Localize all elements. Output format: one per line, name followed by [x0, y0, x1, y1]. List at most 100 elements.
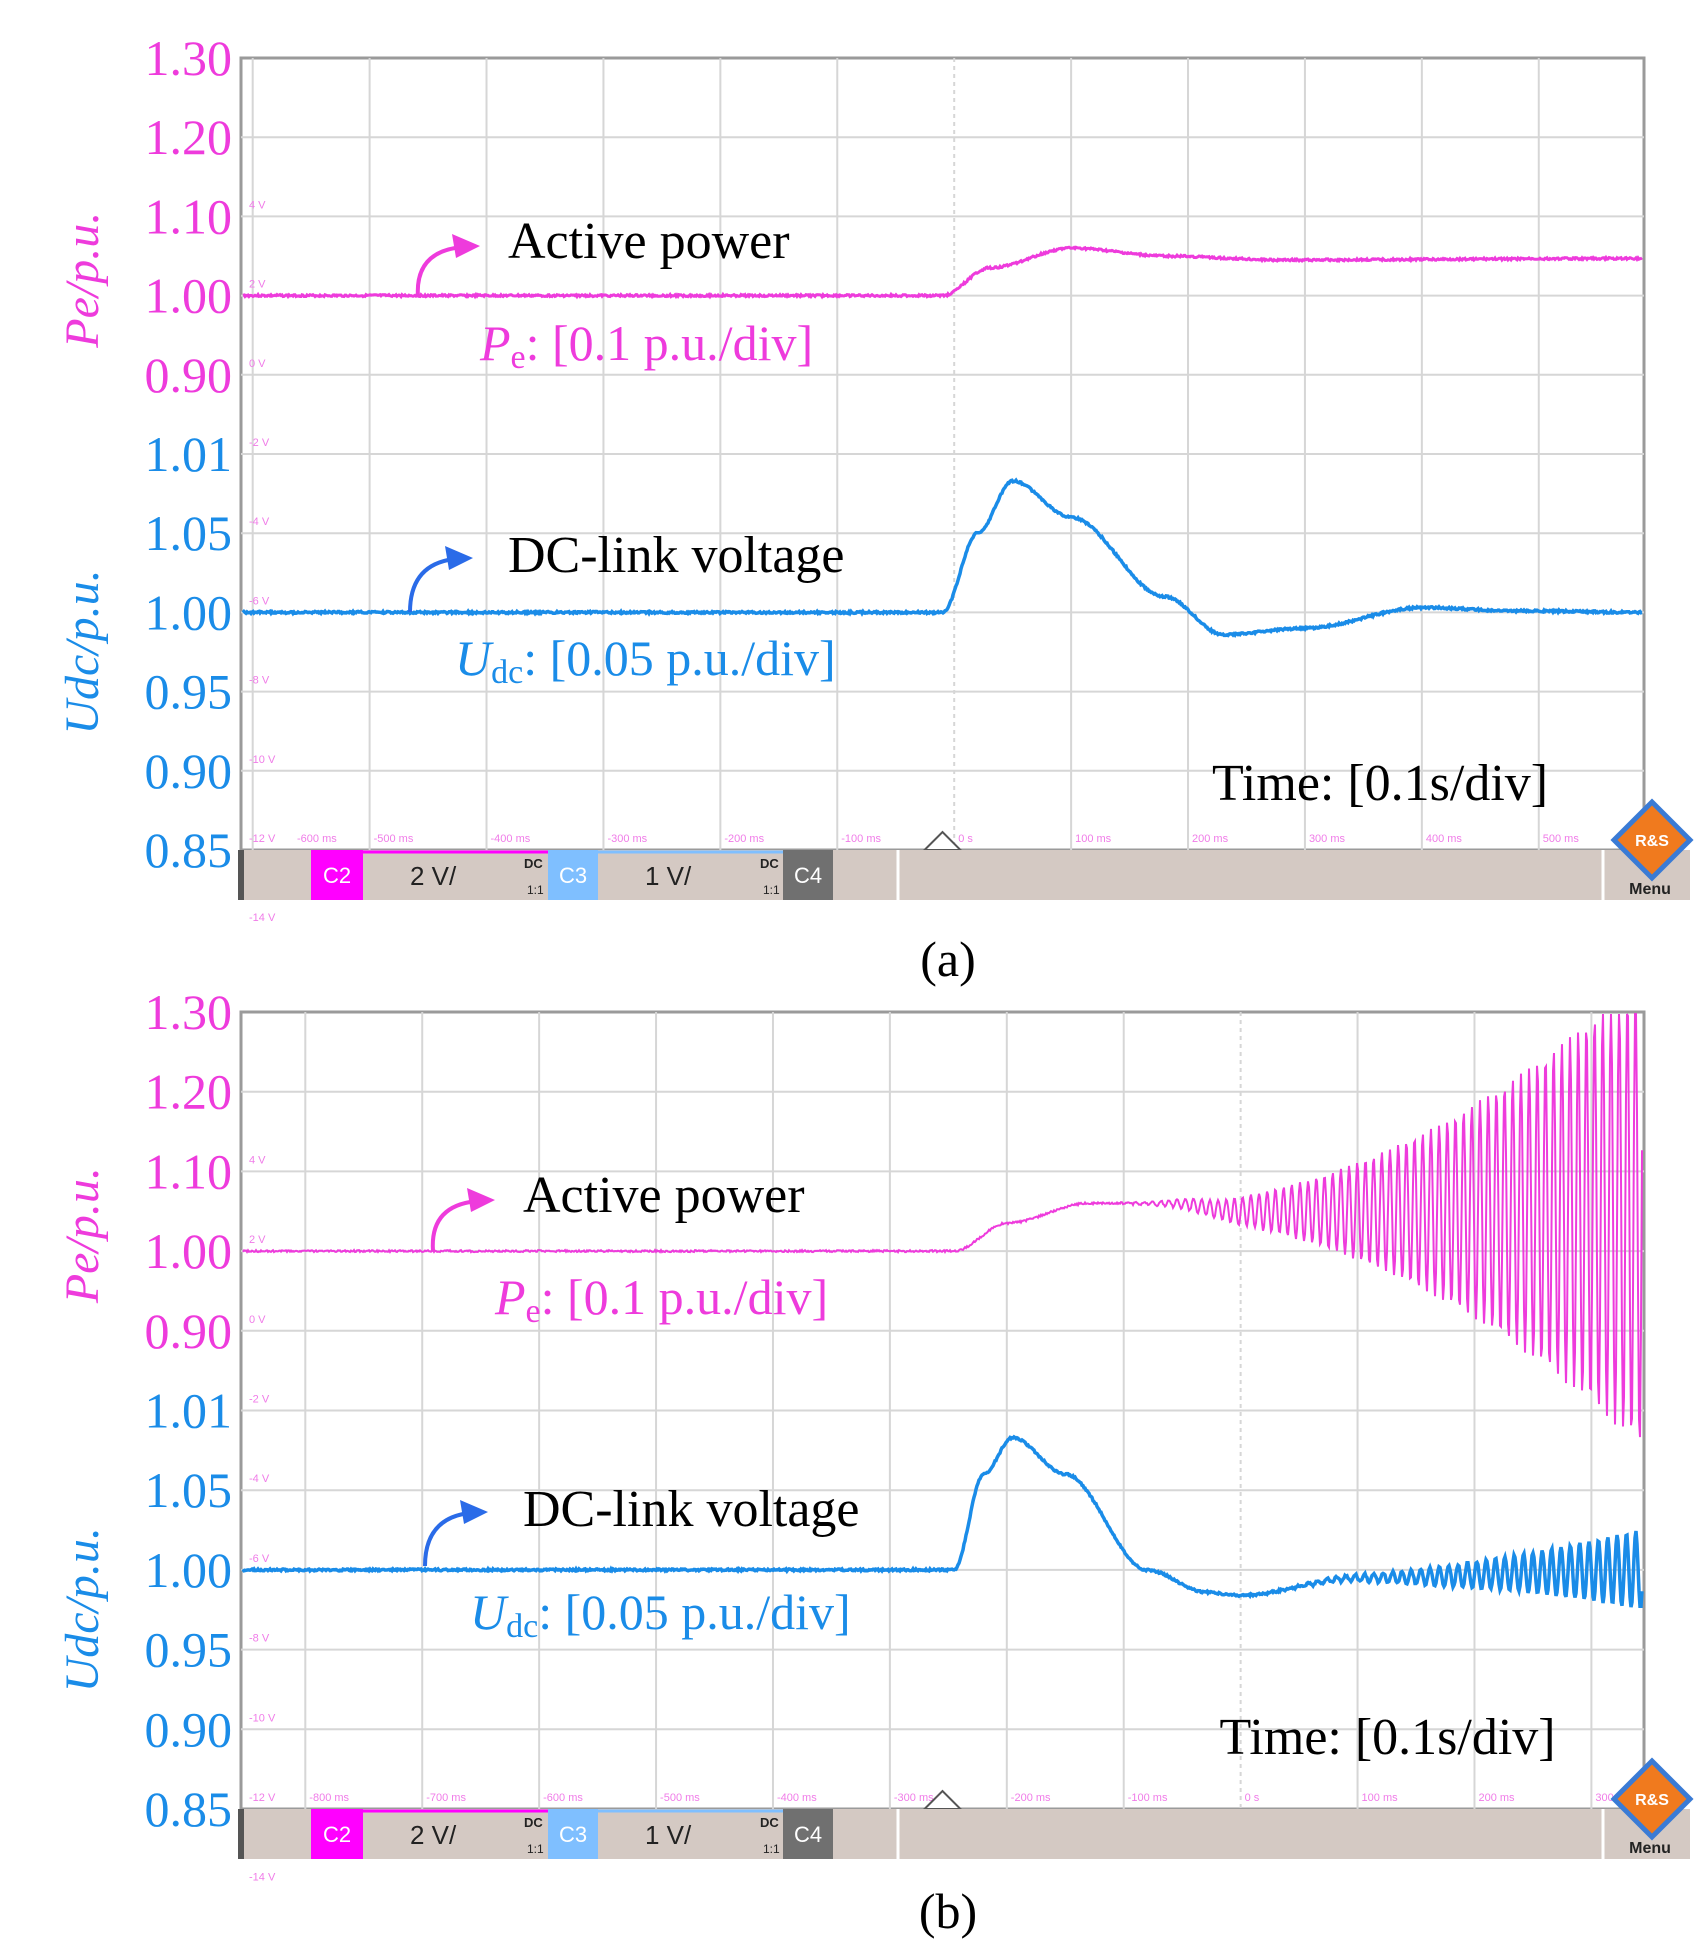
c3-scale: 1 V/ [645, 1820, 692, 1850]
menu-button[interactable]: Menu [1629, 1840, 1671, 1857]
volt-label: -4 V [249, 516, 270, 528]
udc-arrow-icon [423, 1512, 464, 1567]
udc-tick-label: 1.01 [145, 1383, 233, 1439]
time-tick-label: 0 s [1245, 1792, 1260, 1804]
udc-axis-title: Udc/p.u. [56, 569, 109, 734]
udc-tick-label: 1.05 [145, 1462, 233, 1518]
udc-scale-label: Udc: [0.05 p.u./div] [470, 1584, 851, 1645]
udc-scale-sub: dc [491, 654, 523, 691]
udc-tick-label: 0.95 [145, 1622, 233, 1678]
channel-c2-label: C2 [323, 863, 351, 888]
pe-tick-label: 1.10 [145, 1143, 233, 1199]
pe-arrow-icon [415, 246, 456, 298]
time-tick-label: -300 ms [607, 833, 647, 845]
udc-scale-symbol: U [470, 1584, 509, 1640]
channel-c2-badge [311, 850, 363, 900]
udc-scale-text: : [0.05 p.u./div] [538, 1584, 850, 1640]
volt-label: -8 V [249, 1633, 270, 1645]
volt-label: 2 V [249, 279, 266, 291]
time-tick-label: 300 ms [1309, 833, 1346, 845]
active-power-label: Active power [523, 1167, 805, 1224]
channel-c2-badge [311, 1809, 363, 1859]
udc-tick-label: 1.00 [145, 1542, 233, 1598]
panel-caption: (b) [919, 1883, 977, 1939]
volt-label: -12 V [249, 833, 276, 845]
pe-scale-sub: e [511, 339, 526, 376]
udc-tick-label: 0.90 [145, 743, 233, 799]
time-tick-label: -500 ms [660, 1792, 700, 1804]
dc-link-voltage-label: DC-link voltage [523, 1481, 860, 1538]
pe-scale-sub: e [526, 1293, 541, 1330]
volt-label: -6 V [249, 1553, 270, 1565]
pe-scale-text: : [0.1 p.u./div] [541, 1269, 828, 1325]
menu-button[interactable]: Menu [1629, 881, 1671, 898]
time-tick-label: -200 ms [1011, 1792, 1051, 1804]
pe-scale-symbol: P [494, 1269, 526, 1325]
volt-label: 0 V [249, 358, 266, 370]
c2-coupling: DC [524, 856, 543, 871]
udc-scale-label: Udc: [0.05 p.u./div] [455, 630, 836, 691]
channel-c2-label: C2 [323, 1822, 351, 1847]
dc-link-voltage-trace [241, 1434, 1644, 1609]
channel-c3-badge [548, 850, 598, 900]
volt-label: -14 V [249, 912, 276, 924]
volt-label: -10 V [249, 1712, 276, 1724]
time-tick-label: 300 [1595, 1792, 1613, 1804]
udc-scale-text: : [0.05 p.u./div] [523, 630, 835, 686]
time-tick-label: -700 ms [426, 1792, 466, 1804]
udc-arrowhead-icon [445, 546, 473, 570]
time-tick-label: -600 ms [297, 833, 337, 845]
active-power-trace [242, 1013, 1643, 1438]
pe-arrowhead-icon [452, 234, 480, 258]
volt-label: 0 V [249, 1314, 266, 1326]
udc-tick-label: 0.85 [145, 822, 233, 878]
pe-scale-symbol: P [479, 315, 511, 371]
pe-axis-title: Pe/p.u. [56, 1167, 109, 1304]
pe-tick-label: 0.90 [145, 1303, 233, 1359]
pe-tick-label: 1.20 [145, 1064, 233, 1120]
channel-c3-badge [548, 1809, 598, 1859]
status-bar [238, 1809, 1690, 1859]
channel-c4-badge [783, 850, 833, 900]
channel-c3-label: C3 [559, 863, 587, 888]
c2-scale: 2 V/ [410, 861, 457, 891]
time-scale-label: Time: [0.1s/div] [1220, 1709, 1556, 1766]
volt-label: 2 V [249, 1234, 266, 1246]
pe-scale-label: Pe: [0.1 p.u./div] [479, 315, 813, 376]
volt-label: -2 V [249, 437, 270, 449]
volt-label: 4 V [249, 1154, 266, 1166]
udc-tick-label: 0.90 [145, 1701, 233, 1757]
time-tick-label: 100 ms [1075, 833, 1112, 845]
channel-c4-label: C4 [794, 863, 822, 888]
time-tick-label: 500 ms [1543, 833, 1580, 845]
pe-scale-label: Pe: [0.1 p.u./div] [494, 1269, 828, 1330]
pe-tick-label: 1.00 [145, 268, 233, 324]
rs-logo-text: R&S [1635, 1792, 1669, 1809]
time-tick-label: 400 ms [1426, 833, 1463, 845]
time-tick-label: -200 ms [724, 833, 764, 845]
c3-coupling: DC [760, 856, 779, 871]
time-tick-label: -500 ms [374, 833, 414, 845]
volt-label: -10 V [249, 754, 276, 766]
udc-arrow-icon [408, 558, 449, 613]
c2-scale: 2 V/ [410, 1820, 457, 1850]
time-tick-label: -300 ms [894, 1792, 934, 1804]
channel-c4-label: C4 [794, 1822, 822, 1847]
udc-tick-label: 0.95 [145, 664, 233, 720]
time-tick-label: -100 ms [1128, 1792, 1168, 1804]
udc-tick-label: 0.85 [145, 1781, 233, 1837]
pe-tick-label: 1.30 [145, 984, 233, 1040]
time-scale-label: Time: [0.1s/div] [1212, 755, 1548, 812]
rs-logo-icon [1610, 1757, 1694, 1841]
time-tick-label: -400 ms [491, 833, 531, 845]
volt-label: -8 V [249, 675, 270, 687]
c2-coupling: DC [524, 1815, 543, 1830]
status-bar-edge [238, 1809, 244, 1859]
udc-tick-label: 1.01 [145, 426, 233, 482]
time-tick-label: -100 ms [841, 833, 881, 845]
udc-tick-label: 1.05 [145, 505, 233, 561]
udc-scale-sub: dc [506, 1608, 538, 1645]
pe-tick-label: 1.20 [145, 109, 233, 165]
active-power-label: Active power [508, 213, 790, 270]
pe-arrow-icon [430, 1200, 471, 1252]
